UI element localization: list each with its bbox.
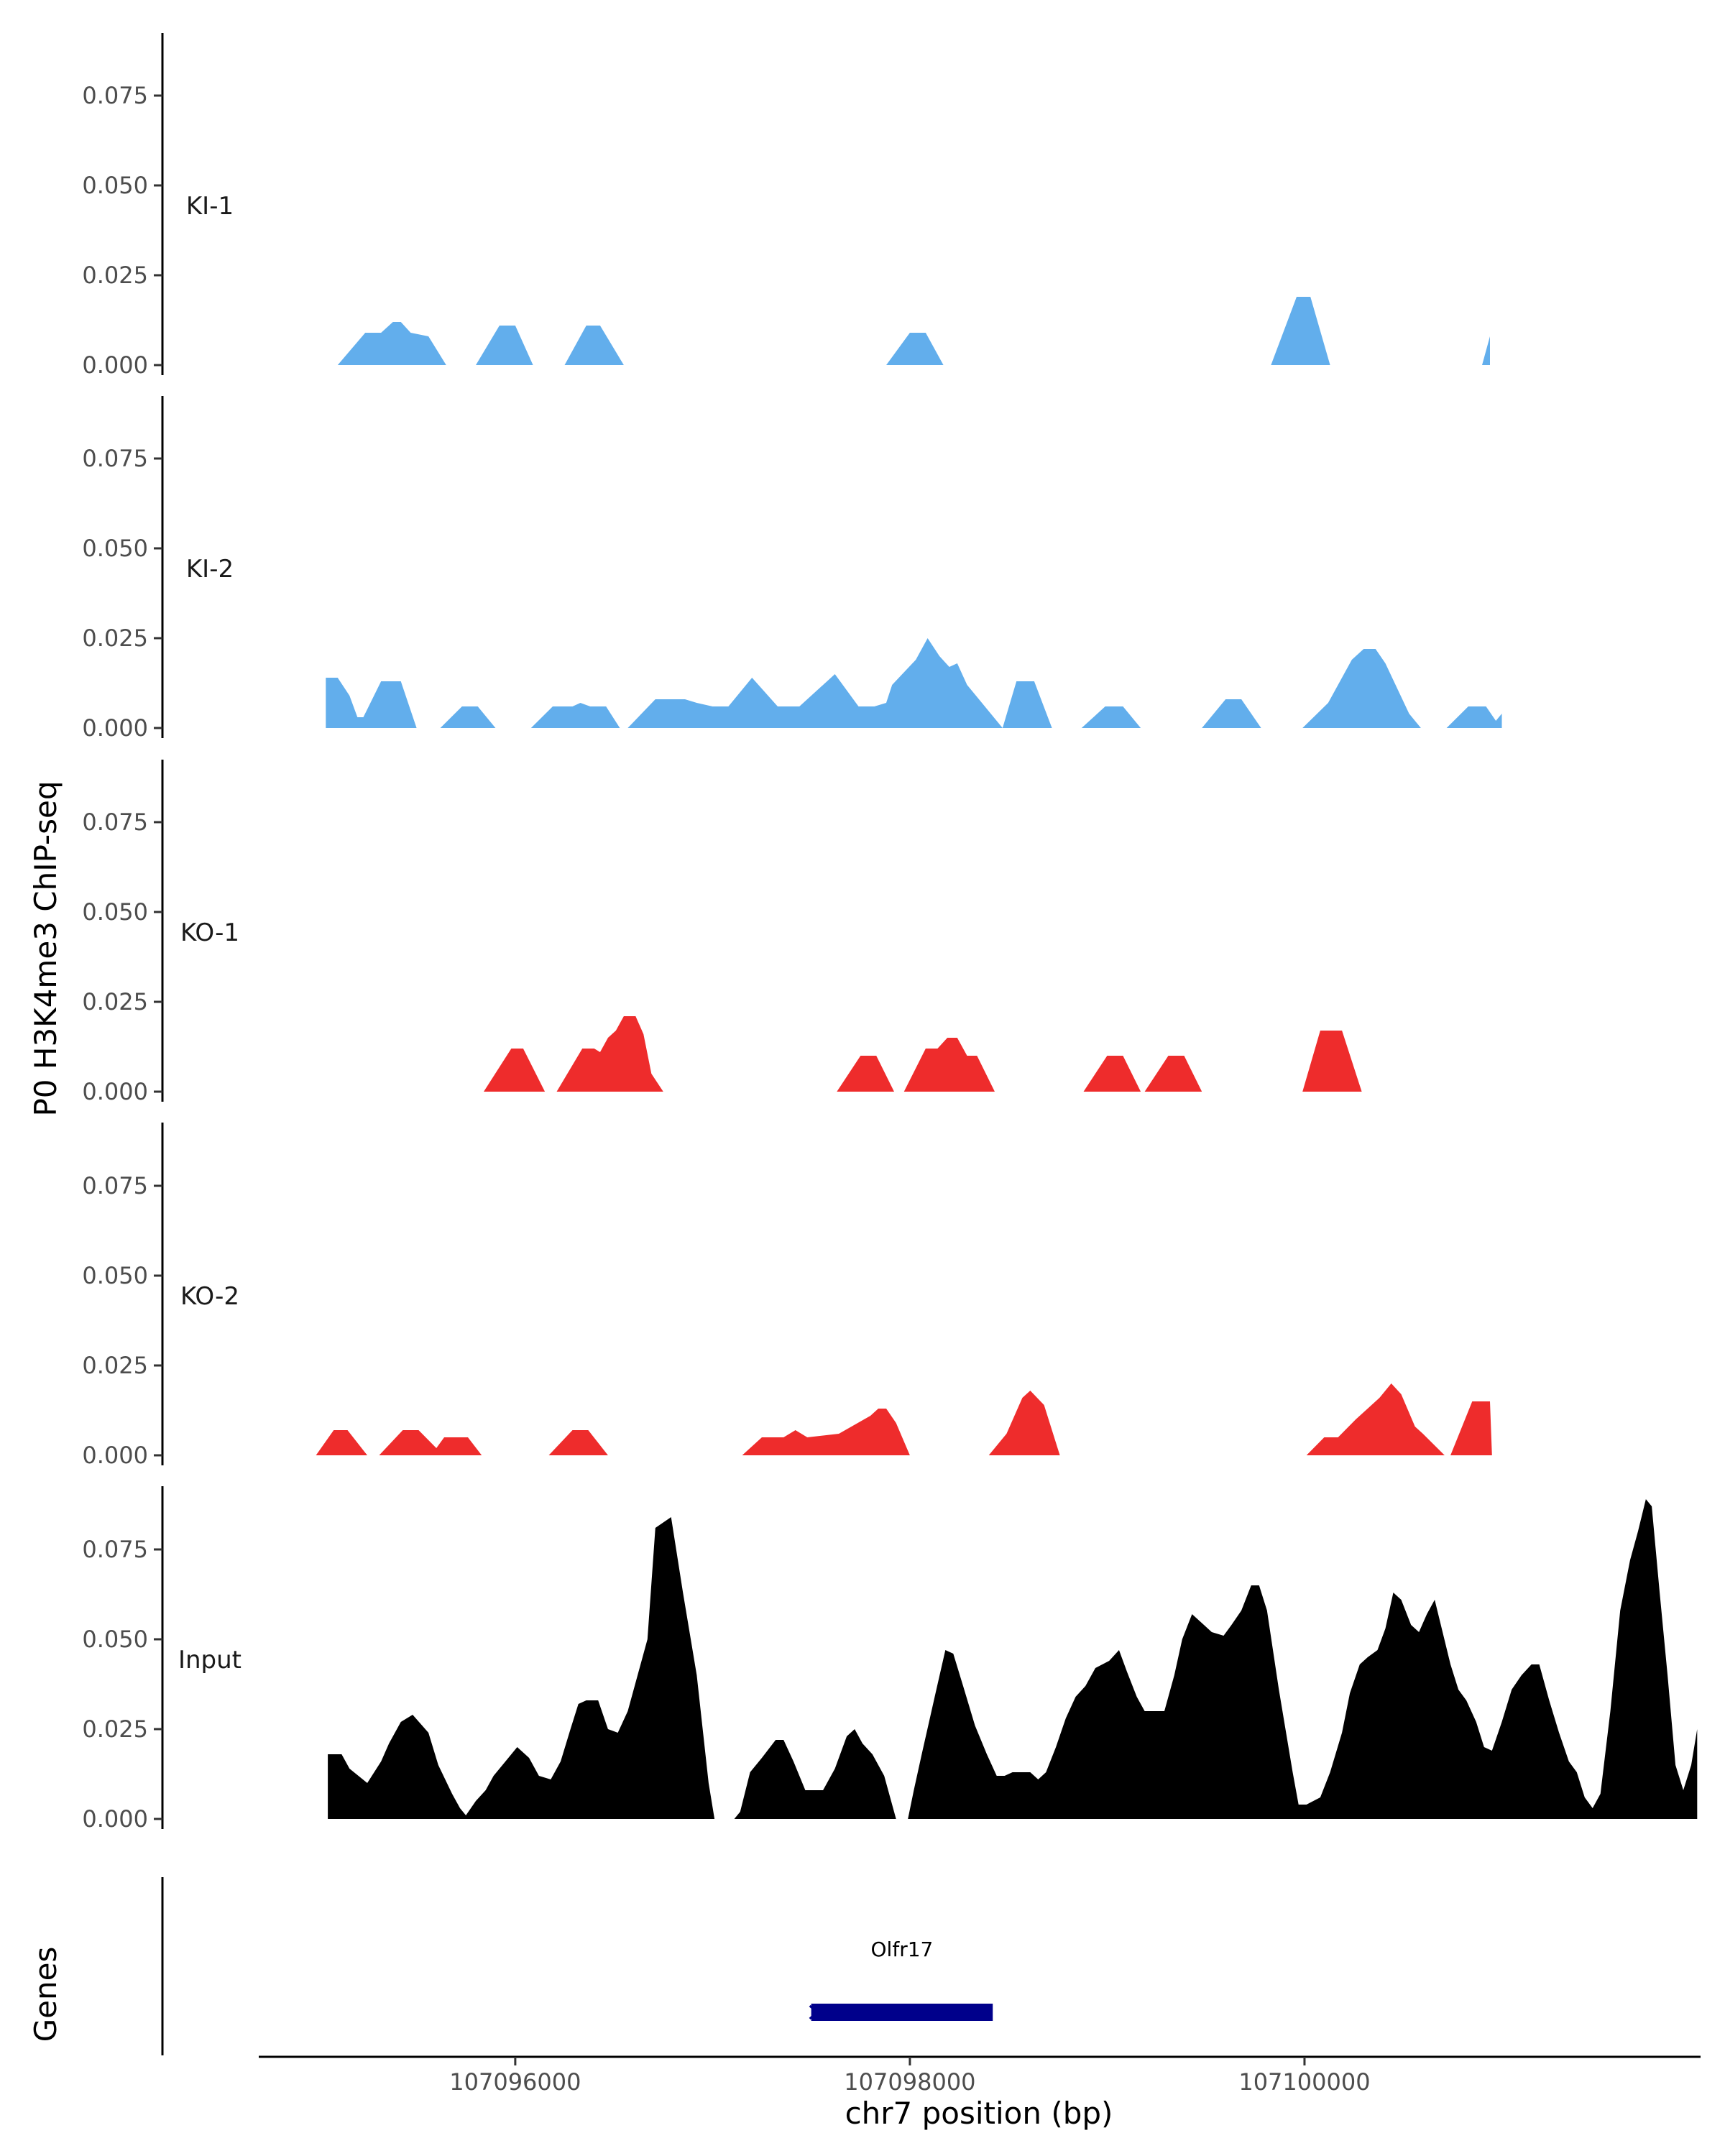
- gene-olfr17: Olfr17: [809, 1938, 993, 2021]
- x-tick-label: 107100000: [1238, 2068, 1370, 2096]
- x-tick-label: 107098000: [844, 2068, 975, 2096]
- signal-area: [326, 678, 417, 728]
- signal-area: [627, 638, 1052, 728]
- signal-area: [988, 1391, 1060, 1455]
- signal-area: [556, 1016, 663, 1092]
- y-tick-label: 0.075: [82, 82, 148, 109]
- track-label: Input: [178, 1646, 242, 1674]
- y-tick-label: 0.075: [82, 808, 148, 836]
- signal-area: [476, 326, 533, 365]
- track-label: KI-1: [186, 192, 234, 221]
- y-tick-label: 0.050: [82, 898, 148, 926]
- y-axis-title: P0 H3K4me3 ChIP-seq: [28, 780, 63, 1116]
- y-tick-label: 0.075: [82, 1536, 148, 1563]
- track-ko-1: 0.000 0.025 0.050 0.075 KO-1: [82, 760, 1362, 1105]
- track-ki-1: 0.000 0.025 0.050 0.075 KI-1: [82, 33, 1490, 379]
- y-tick-label: 0.025: [82, 988, 148, 1015]
- signal-area: [1202, 699, 1261, 728]
- y-tick-label: 0.000: [82, 1078, 148, 1105]
- signal-area: [837, 1056, 894, 1092]
- genes-layer: Olfr17: [161, 1877, 993, 2055]
- track-label: KI-2: [186, 555, 234, 584]
- tracks-layer: 0.0000.0250.0500.075KI-10.0000.0250.0500…: [82, 33, 1698, 1833]
- signal-area: [316, 1430, 367, 1455]
- y-tick-label: 0.000: [82, 714, 148, 742]
- signal-area: [742, 1409, 910, 1455]
- y-tick-label: 0.025: [82, 262, 148, 289]
- y-tick-label: 0.000: [82, 1805, 148, 1833]
- signal-area: [1446, 706, 1502, 728]
- signal-area: [1302, 1031, 1362, 1092]
- gene-label: Olfr17: [871, 1938, 934, 1961]
- genes-axis-title: Genes: [28, 1947, 63, 2042]
- signal-area: [1302, 649, 1421, 728]
- y-tick-label: 0.075: [82, 1172, 148, 1199]
- signal-area: [1306, 1383, 1445, 1455]
- signal-area: [908, 1499, 1698, 1819]
- y-tick-label: 0.050: [82, 1626, 148, 1653]
- y-tick-label: 0.050: [82, 1262, 148, 1289]
- track-label: KO-2: [180, 1282, 239, 1311]
- track-ki-2: 0.000 0.025 0.050 0.075 KI-2: [82, 396, 1502, 742]
- signal-area: [530, 703, 620, 728]
- y-tick-label: 0.075: [82, 445, 148, 472]
- track-input: 0.000 0.025 0.050 0.075 Input: [82, 1486, 1698, 1833]
- signal-area: [1083, 1056, 1141, 1092]
- x-tick-label: 107096000: [449, 2068, 581, 2096]
- signal-area: [1081, 706, 1141, 728]
- signal-area: [886, 333, 944, 365]
- x-axis: 107096000 107098000 107100000: [259, 2055, 1701, 2096]
- signal-area: [564, 326, 624, 365]
- signal-area: [440, 706, 496, 728]
- gene-body: [811, 2004, 993, 2021]
- y-tick-label: 0.000: [82, 1442, 148, 1469]
- y-tick-label: 0.025: [82, 1715, 148, 1743]
- strand-arrow: [809, 2004, 819, 2020]
- signal-area: [1450, 1401, 1492, 1455]
- track-ko-2: 0.000 0.025 0.050 0.075 KO-2: [82, 1123, 1492, 1469]
- y-tick-label: 0.050: [82, 172, 148, 199]
- signal-area: [379, 1430, 482, 1455]
- signal-area: [1482, 336, 1490, 365]
- signal-area: [548, 1430, 608, 1455]
- signal-area: [337, 322, 446, 365]
- signal-area: [903, 1038, 999, 1092]
- y-tick-label: 0.050: [82, 535, 148, 562]
- y-tick-label: 0.025: [82, 625, 148, 652]
- signal-area: [1144, 1056, 1202, 1092]
- y-tick-label: 0.000: [82, 351, 148, 379]
- y-tick-label: 0.025: [82, 1352, 148, 1379]
- signal-area: [484, 1049, 546, 1092]
- track-label: KO-1: [180, 918, 239, 947]
- signal-area: [328, 1517, 715, 1819]
- x-axis-title: chr7 position (bp): [845, 2096, 1113, 2131]
- signal-area: [1271, 297, 1330, 365]
- signal-area: [734, 1729, 896, 1819]
